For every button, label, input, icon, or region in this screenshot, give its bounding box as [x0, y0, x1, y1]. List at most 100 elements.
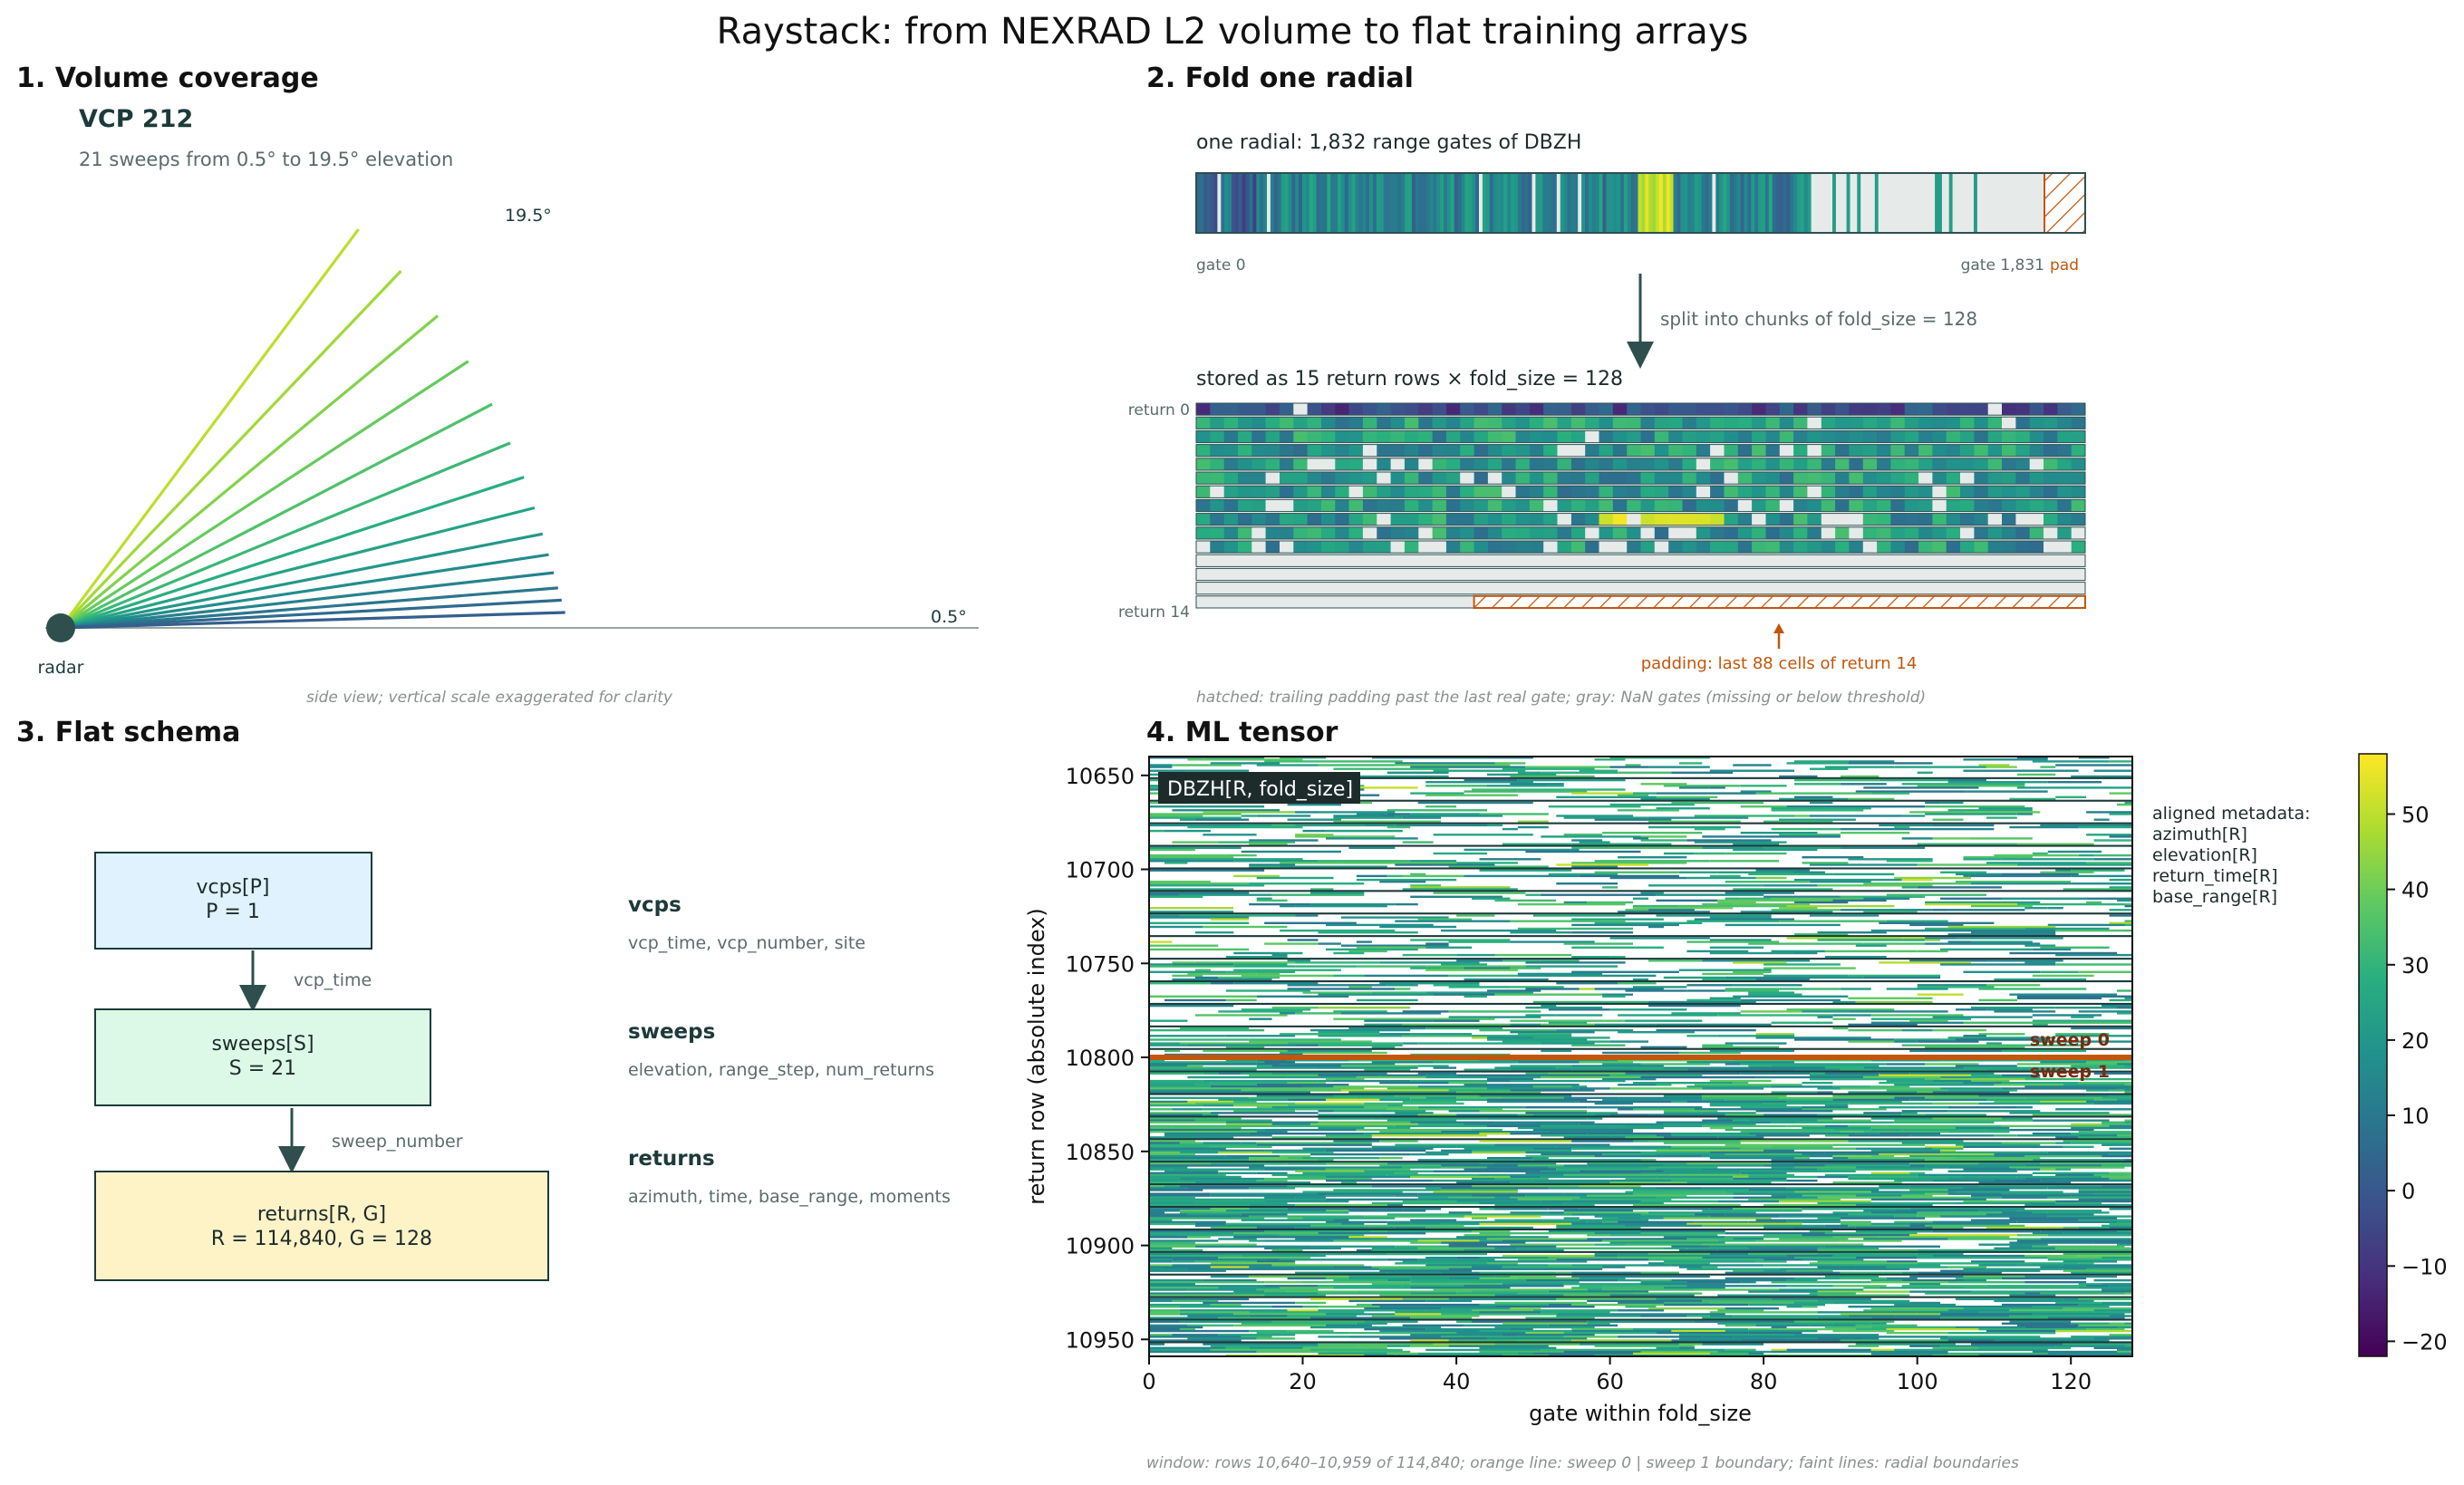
return-last-label: return 14 [1118, 603, 1190, 622]
fold-cell [1280, 472, 1294, 485]
heatmap-cell [1287, 1049, 1372, 1053]
heatmap-cell [1472, 1230, 1511, 1233]
fold-cell [1849, 526, 1864, 539]
heatmap-cell [1870, 1307, 1964, 1310]
fold-cell [1710, 472, 1725, 485]
heatmap-cell [2001, 1277, 2087, 1280]
heatmap-cell [2063, 1145, 2094, 1148]
heatmap-cell [1870, 1322, 1887, 1325]
heatmap-cell [2124, 1065, 2132, 1067]
heatmap-cell [2024, 944, 2056, 947]
heatmap-cell [2055, 1200, 2132, 1203]
fold-cell [1377, 417, 1392, 429]
heatmap-cell [2078, 1136, 2132, 1139]
heatmap-cell [1532, 914, 1626, 917]
fold-cell [2044, 430, 2058, 443]
heatmap-cell [1249, 902, 1310, 906]
fold-cell [1543, 526, 1558, 539]
heatmap-cell [1187, 1065, 1203, 1067]
heatmap-cell [1187, 1213, 1242, 1216]
radial-gate-cell [1203, 174, 1208, 232]
fold-cell [1196, 486, 1211, 498]
fold-cell [1877, 526, 1891, 539]
heatmap-cell [1210, 1226, 1257, 1229]
heatmap-cell [1909, 1164, 1926, 1167]
y-tick-label: 10850 [1066, 1140, 1135, 1165]
fold-cell [1210, 472, 1225, 485]
sweep-line [60, 360, 469, 630]
fold-cell [1890, 458, 1906, 470]
fold-cell [1835, 486, 1850, 498]
fold-cell [1668, 403, 1683, 416]
heatmap-cell [1448, 1268, 1503, 1270]
padding-note: padding: last 88 cells of return 14 [1641, 654, 1918, 673]
heatmap-cell [2001, 1117, 2033, 1120]
fold-padding [1473, 594, 2086, 609]
heatmap-cell [2024, 1077, 2079, 1081]
heatmap-cell [1925, 805, 2025, 808]
heatmap-cell [1249, 1017, 1272, 1020]
fold-cell [1223, 417, 1239, 429]
heatmap-cell [1840, 1192, 1926, 1195]
fold-cell [1362, 526, 1377, 539]
heatmap-cell [1909, 1222, 2010, 1226]
heatmap-cell [1709, 1245, 1825, 1248]
fold-cell [1445, 444, 1461, 457]
heatmap-cell [1563, 1283, 1641, 1286]
heatmap-cell [1179, 893, 1272, 896]
fold-cell [1196, 430, 1211, 443]
fold-row [1195, 471, 2086, 485]
fold-cell [1682, 582, 1697, 594]
heatmap-cell [1295, 1226, 1396, 1229]
fold-cell [1293, 554, 1309, 567]
heatmap-cell [1310, 892, 1365, 894]
heatmap-cell [2024, 1164, 2102, 1167]
heatmap-cell [1517, 1198, 1572, 1201]
fold-cell [1390, 595, 1406, 608]
fold-cell [1724, 403, 1739, 416]
heatmap-cell [2032, 1023, 2048, 1027]
fold-cell [1445, 554, 1461, 567]
heatmap-cell [1241, 850, 1341, 853]
fold-cell [1696, 430, 1711, 443]
heatmap-cell [1149, 1159, 1250, 1162]
heatmap-cell [1395, 824, 1487, 827]
heatmap-cell [1855, 1147, 1933, 1150]
heatmap-cell [1502, 959, 1580, 962]
heatmap-cell [2109, 998, 2132, 1002]
heatmap-cell [1379, 982, 1480, 985]
heatmap-cell [1479, 1208, 1495, 1210]
heatmap-cell [1464, 1147, 1533, 1150]
fold-cell [1362, 595, 1377, 608]
heatmap-cell [1472, 1185, 1580, 1188]
fold-cell [2029, 472, 2044, 485]
fold-cell [2002, 526, 2016, 539]
heatmap-cell [1510, 1133, 1588, 1135]
heatmap-cell [1971, 1007, 2056, 1009]
fold-cell [1557, 541, 1572, 554]
heatmap-cell [1379, 1268, 1418, 1270]
heatmap-cell [1310, 1245, 1396, 1248]
heatmap-cell [1149, 1196, 1195, 1199]
heatmap-cell [1932, 1147, 1964, 1150]
heatmap-cell [1840, 1277, 1887, 1280]
heatmap-cell [1678, 1334, 1794, 1336]
heatmap-cell [1348, 986, 1372, 988]
radial-gate-cell [1334, 174, 1338, 232]
heatmap-cell [1640, 1063, 1710, 1066]
fold-cell [1362, 554, 1377, 567]
heatmap-cell [1901, 1278, 1964, 1282]
heatmap-cell [1609, 1179, 1672, 1182]
heatmap-cell [1425, 794, 1518, 796]
heatmap-cell [1487, 1166, 1549, 1169]
heatmap-cell [1763, 963, 1841, 966]
heatmap-cell [1149, 856, 1234, 859]
fold-cell [2015, 417, 2031, 429]
heatmap-cell [1348, 1027, 1426, 1030]
heatmap-cell [1441, 1187, 1549, 1190]
heatmap-cell [1149, 1185, 1164, 1188]
heatmap-cell [1678, 1051, 1741, 1055]
fold-cell [1710, 458, 1725, 470]
heatmap-cell [1671, 1012, 1741, 1015]
fold-cell [1793, 568, 1808, 581]
